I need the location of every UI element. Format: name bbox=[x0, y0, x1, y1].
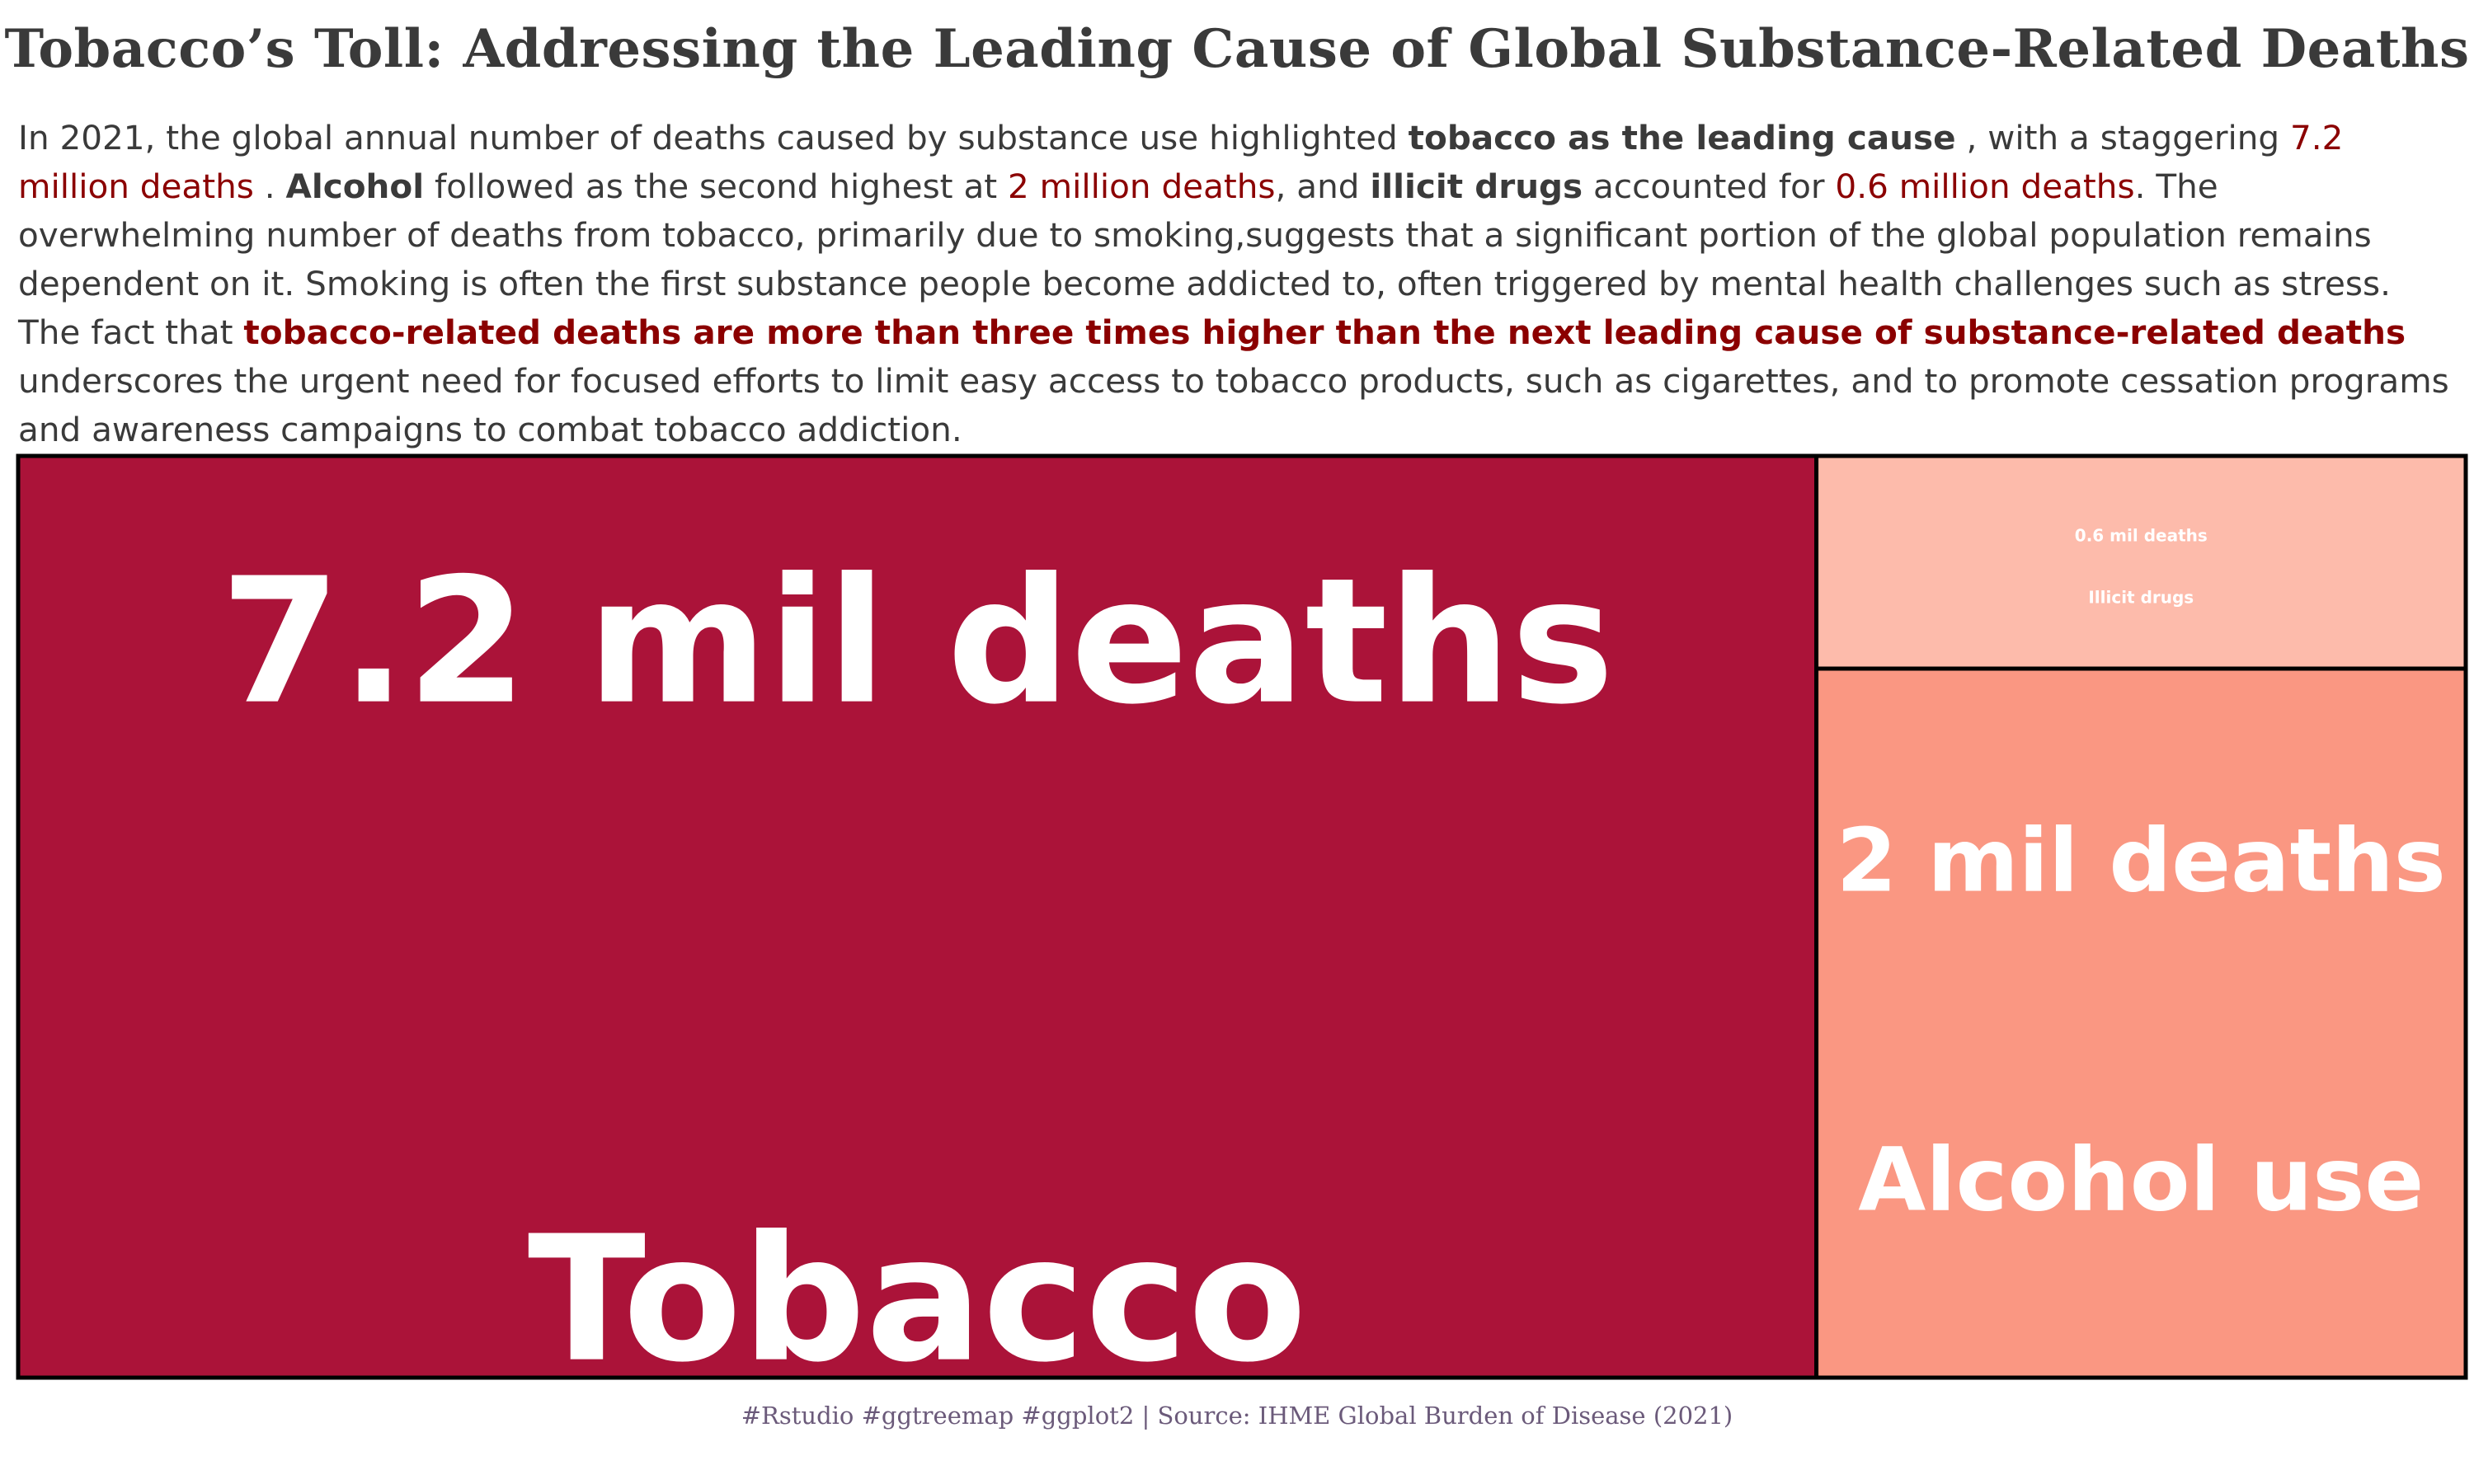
desc-bold: tobacco as the leading cause bbox=[1408, 118, 1956, 157]
desc-text: followed as the second highest at bbox=[424, 167, 1009, 206]
desc-bold-highlight: tobacco-related deaths are more than thr… bbox=[243, 312, 2406, 352]
tile-name-label: Alcohol use bbox=[1858, 1129, 2424, 1231]
desc-text: accounted for bbox=[1583, 167, 1836, 206]
tile-rect-alcohol-use bbox=[1814, 666, 2468, 1380]
tile-name-label: Illicit drugs bbox=[2088, 587, 2194, 607]
chart-title: Tobacco’s Toll: Addressing the Leading C… bbox=[4, 18, 2470, 80]
tile-illicit-drugs: 0.6 mil deaths Illicit drugs bbox=[1814, 453, 2468, 671]
desc-highlight: 2 million deaths bbox=[1008, 167, 1276, 206]
desc-highlight: 7.2 million deaths bbox=[18, 118, 2344, 206]
tile-name-label: Tobacco bbox=[528, 1199, 1307, 1401]
chart-description: In 2021, the global annual number of dea… bbox=[18, 114, 2463, 454]
tile-rect-tobacco bbox=[16, 453, 1819, 1380]
desc-text: underscores the urgent need for focused … bbox=[18, 361, 2449, 449]
desc-text: In 2021, the global annual number of dea… bbox=[18, 118, 1409, 157]
desc-bold: Alcohol bbox=[285, 167, 425, 206]
tile-value-label: 2 mil deaths bbox=[1837, 810, 2446, 912]
tile-value-label: 7.2 mil deaths bbox=[220, 541, 1614, 743]
desc-text: , and bbox=[1275, 167, 1371, 206]
chart-caption: #Rstudio #ggtreemap #ggplot2 | Source: I… bbox=[741, 1402, 1733, 1430]
desc-text: . The overwhelming number of deaths from… bbox=[18, 167, 2391, 352]
tile-value-label: 0.6 mil deaths bbox=[2075, 526, 2208, 546]
tile-tobacco: 7.2 mil deaths Tobacco bbox=[16, 453, 1819, 1401]
desc-highlight: 0.6 million deaths bbox=[1835, 167, 2135, 206]
desc-text: . bbox=[253, 167, 286, 206]
desc-text: , with a staggering bbox=[1955, 118, 2291, 157]
desc-bold: illicit drugs bbox=[1370, 167, 1583, 206]
tile-rect-illicit-drugs bbox=[1814, 453, 2468, 671]
tile-alcohol-use: 2 mil deaths Alcohol use bbox=[1814, 666, 2468, 1380]
